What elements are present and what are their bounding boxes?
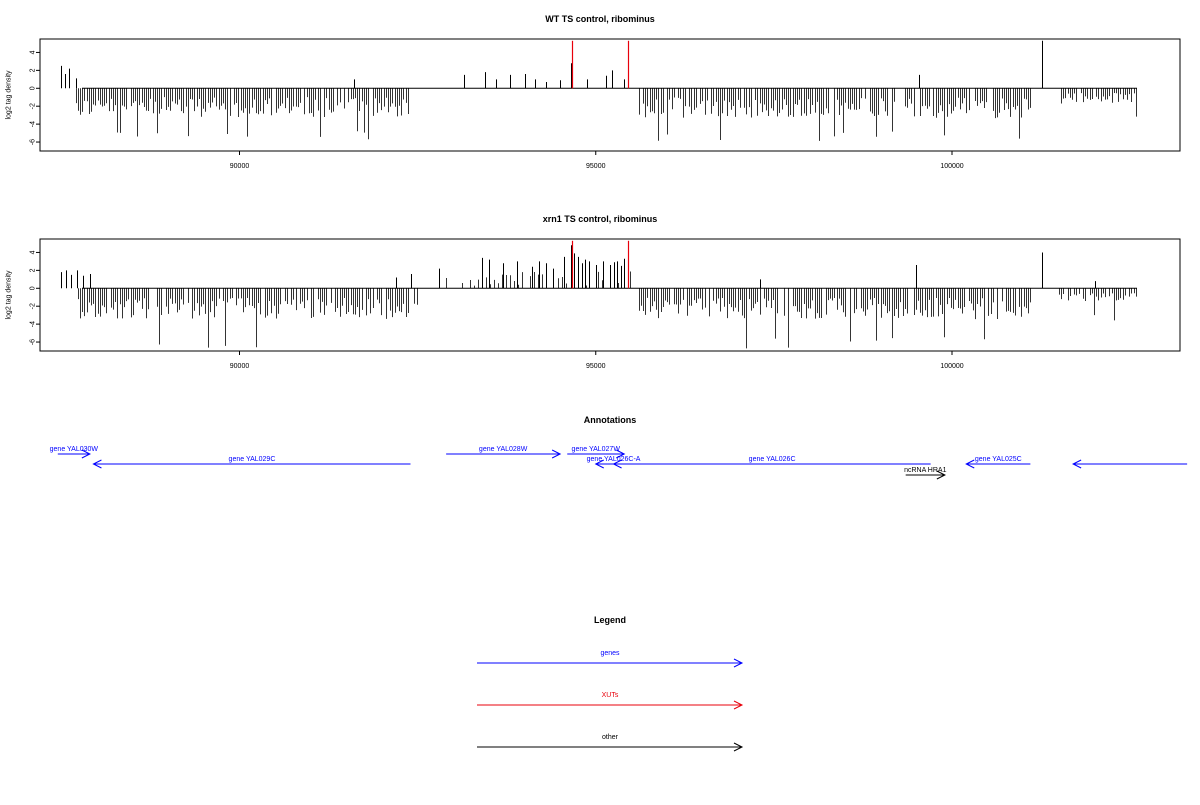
y-tick-label: 2 [30, 68, 37, 72]
feature-arrowhead [936, 470, 946, 480]
y-tick-label: -4 [30, 321, 37, 327]
feature-arrowhead [616, 449, 626, 459]
y-tick-label: -2 [30, 103, 37, 109]
feature-arrowhead [965, 459, 975, 469]
legend-label: XUTs [602, 692, 619, 699]
feature-label: gene YAL027W [572, 446, 621, 453]
feature-arrowhead [594, 459, 604, 469]
feature-label: gene YAL030W [50, 446, 99, 453]
y-tick-label: 0 [30, 286, 37, 290]
y-tick-label: -6 [30, 139, 37, 145]
x-tick-label: 100000 [940, 163, 963, 170]
feature-arrowhead [1072, 459, 1082, 469]
chart-panel-1: WT TS control, ribominus 4 2 0 -2 -4 -6 log2 ta… [6, 14, 1181, 170]
y-tick-label: 4 [30, 250, 37, 254]
plot-frame [39, 38, 1181, 152]
y-tick-label: -6 [30, 339, 37, 345]
chart-panel-2: xrn1 TS control, ribominus 4 2 0 -2 -4 -6 log2 … [6, 214, 1181, 370]
feature-gene-yal026c-a: gene YAL026C-A [587, 456, 641, 469]
legend-item-xuts: XUTs [477, 692, 744, 710]
legend-arrowhead [733, 742, 744, 752]
feature-arrowhead [612, 459, 622, 469]
feature-gene-yal027w: gene YAL027W [567, 446, 626, 459]
x-tick-label: 95000 [586, 363, 606, 370]
legend-arrowhead [733, 700, 744, 710]
feature-label: gene YAL026C [749, 456, 796, 463]
x-tick-label: 90000 [230, 163, 250, 170]
legend-label: genes [600, 650, 620, 657]
y-axis-label: log2 tag density [6, 270, 13, 320]
feature-gene-yal028w: gene YAL028W [446, 446, 562, 459]
annotations-panel: Annotations gene YAL030W gene YAL029C gene … [50, 415, 1188, 480]
feature-arrowhead [92, 459, 102, 469]
legend-panel: Legend genes XUTs other [477, 615, 744, 752]
legend-title: Legend [594, 615, 626, 625]
y-axis-label: log2 tag density [6, 70, 13, 120]
feature-gene-yal029c: gene YAL029C [92, 456, 411, 469]
y-tick-label: 4 [30, 50, 37, 54]
feature-gene-yal025c: gene YAL025C [965, 456, 1031, 469]
y-tick-label: 2 [30, 268, 37, 272]
chart-title: xrn1 TS control, ribominus [543, 214, 658, 224]
legend-arrowhead [733, 658, 744, 668]
feature-label: ncRNA HRA1 [904, 467, 947, 474]
feature-label: gene YAL025C [975, 456, 1022, 463]
x-tick-label: 95000 [586, 163, 606, 170]
plot-frame [39, 238, 1181, 352]
feature-ncrna-hra1: ncRNA HRA1 [904, 467, 947, 480]
annotations-title: Annotations [584, 415, 637, 425]
y-tick-label: -2 [30, 303, 37, 309]
feature-label: gene YAL028W [479, 446, 528, 453]
feature-arrowhead [81, 449, 91, 459]
feature-unlabeled [1072, 459, 1188, 469]
feature-label: gene YAL026C-A [587, 456, 641, 463]
feature-label: gene YAL029C [229, 456, 276, 463]
feature-gene-yal026c: gene YAL026C [612, 456, 931, 469]
y-tick-label: -4 [30, 121, 37, 127]
feature-gene-yal030w: gene YAL030W [50, 446, 99, 459]
legend-label: other [602, 734, 619, 741]
legend-item-genes: genes [477, 650, 744, 668]
x-tick-label: 90000 [230, 363, 250, 370]
legend-item-other: other [477, 734, 744, 752]
x-tick-label: 100000 [940, 363, 963, 370]
y-tick-label: 0 [30, 86, 37, 90]
feature-arrowhead [551, 449, 562, 459]
chart-title: WT TS control, ribominus [545, 14, 655, 24]
